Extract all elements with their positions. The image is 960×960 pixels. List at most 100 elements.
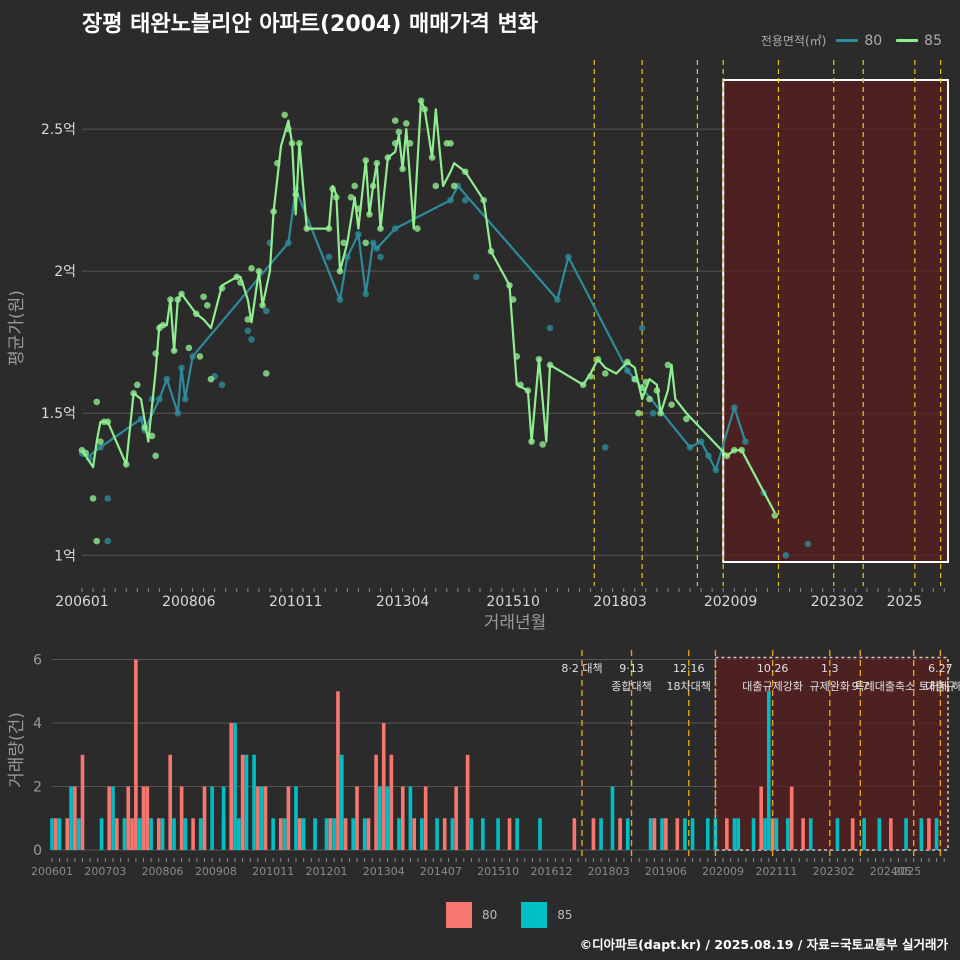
price-point-85-31: [248, 265, 255, 272]
volume-bar-85-37: [469, 818, 474, 850]
volume-bar-80-17: [229, 723, 234, 850]
volume-bar-85-44: [625, 818, 630, 850]
price-point-85-70: [447, 140, 454, 147]
volume-annotation-date-2: 12·16: [673, 662, 705, 675]
volume-x-tick-label-12: 202009: [702, 865, 744, 878]
price-point-80-18: [262, 307, 270, 315]
volume-annotation-text-4: 규제완화: [810, 680, 850, 693]
volume-bar-85-16: [237, 818, 241, 850]
volume-bar-85-46: [660, 818, 664, 850]
volume-bar-80-19: [256, 786, 260, 850]
volume-bar-80-49: [801, 818, 805, 850]
price-point-85-10: [133, 381, 141, 389]
volume-bar-85-49: [705, 818, 710, 850]
volume-annotation-text-1: 종합대책: [611, 680, 651, 693]
price-point-85-97: [668, 401, 675, 409]
price-x-tick-label-2: 201011: [269, 594, 322, 610]
price-point-80-3: [104, 495, 112, 502]
volume-bar-80-24: [328, 818, 333, 850]
price-x-tick-label-0: 200601: [55, 594, 108, 610]
volume-bar-80-44: [675, 818, 680, 850]
price-point-85-98: [683, 415, 690, 423]
price-point-85-49: [351, 182, 358, 190]
volume-bar-85-17: [244, 754, 249, 850]
volume-annotation-text-6: 특례대출축소 토허제 해제: [855, 679, 960, 693]
volume-bar-85-20: [271, 818, 275, 850]
volume-annotation-date-1: 9·13: [619, 662, 644, 675]
price-point-85-13: [152, 452, 160, 460]
volume-bar-80-0: [54, 818, 58, 850]
volume-annotation-text-2: 18차대책: [667, 680, 711, 693]
volume-bar-85-31: [385, 786, 390, 850]
volume-x-tick-label-2: 200806: [142, 865, 184, 878]
volume-annotation-date-0: 8·2 대책: [561, 662, 602, 675]
volume-bar-80-31: [389, 754, 394, 850]
volume-bar-85-38: [481, 818, 485, 850]
volume-bar-80-29: [374, 754, 378, 850]
price-point-85-25: [203, 301, 211, 309]
legend-box-label-80: 80: [482, 908, 498, 922]
volume-bar-80-43: [664, 818, 668, 850]
volume-bar-80-39: [572, 818, 577, 850]
volume-bar-85-32: [397, 818, 401, 850]
volume-x-tick-label-10: 201803: [588, 865, 630, 878]
price-point-85-5: [97, 438, 104, 445]
price-point-85-82: [539, 441, 546, 448]
volume-bar-80-3: [80, 754, 85, 850]
price-point-85-93: [646, 395, 653, 403]
volume-bar-85-24: [313, 818, 317, 850]
price-y-tick-label-1: 1.5억: [41, 406, 76, 422]
volume-bar-80-40: [591, 818, 596, 850]
volume-bar-80-7: [130, 818, 134, 850]
volume-bar-80-35: [442, 818, 447, 850]
price-point-80-35: [546, 324, 554, 332]
price-line-80: [82, 184, 747, 472]
volume-bar-80-10: [145, 786, 150, 850]
price-point-85-87: [601, 370, 609, 377]
volume-bar-80-36: [454, 786, 458, 850]
price-point-85-96: [664, 361, 672, 369]
volume-bar-85-3: [76, 818, 81, 850]
price-point-80-16: [244, 327, 252, 335]
price-point-80-38: [601, 444, 609, 451]
volume-x-tick-label-4: 201011: [252, 865, 294, 878]
volume-x-tick-label-8: 201510: [477, 865, 519, 878]
volume-bar-80-8: [134, 659, 138, 850]
volume-bar-80-4: [107, 786, 112, 850]
volume-bar-85-54: [763, 818, 767, 850]
volume-annotation-date-4: 1.3: [821, 662, 839, 675]
price-x-tick-label-7: 202302: [811, 594, 864, 610]
volume-bar-85-14: [221, 786, 226, 850]
volume-legend: 80 85: [446, 902, 587, 928]
volume-bar-85-51: [732, 818, 737, 850]
volume-bar-80-38: [507, 818, 512, 850]
volume-bar-85-60: [862, 818, 866, 850]
legend-title: 전용면적(㎡): [760, 34, 827, 48]
price-point-85-34: [262, 370, 270, 377]
volume-bar-85-18: [252, 754, 256, 850]
price-y-tick-label-2: 2억: [54, 264, 76, 280]
volume-bar-80-23: [298, 818, 302, 850]
volume-bar-80-5: [115, 818, 119, 850]
volume-bar-85-41: [538, 818, 542, 850]
price-y-axis-title: 평균가(원): [7, 290, 27, 366]
volume-bar-80-48: [789, 786, 794, 850]
volume-bar-80-18: [240, 754, 245, 850]
price-x-tick-label-4: 201510: [486, 594, 539, 610]
volume-bar-85-10: [172, 818, 176, 850]
area-legend: 전용면적(㎡) 80 85: [761, 32, 950, 49]
volume-bar-85-58: [808, 818, 813, 850]
price-line-85: [81, 99, 776, 514]
volume-bar-85-19: [259, 786, 264, 850]
volume-bar-80-42: [652, 818, 657, 850]
volume-x-tick-label-16: 2025: [893, 865, 921, 878]
volume-bar-85-8: [149, 818, 153, 850]
volume-y-tick-label-3: 6: [33, 653, 42, 669]
legend-label-80: 80: [864, 32, 883, 49]
price-point-85-90: [635, 409, 642, 417]
volume-bar-80-11: [156, 818, 161, 850]
volume-bar-80-46: [759, 786, 763, 850]
price-x-axis-title: 거래년월: [484, 613, 547, 633]
price-point-85-30: [244, 316, 252, 323]
volume-annotation-date-3: 10.26: [757, 662, 789, 675]
